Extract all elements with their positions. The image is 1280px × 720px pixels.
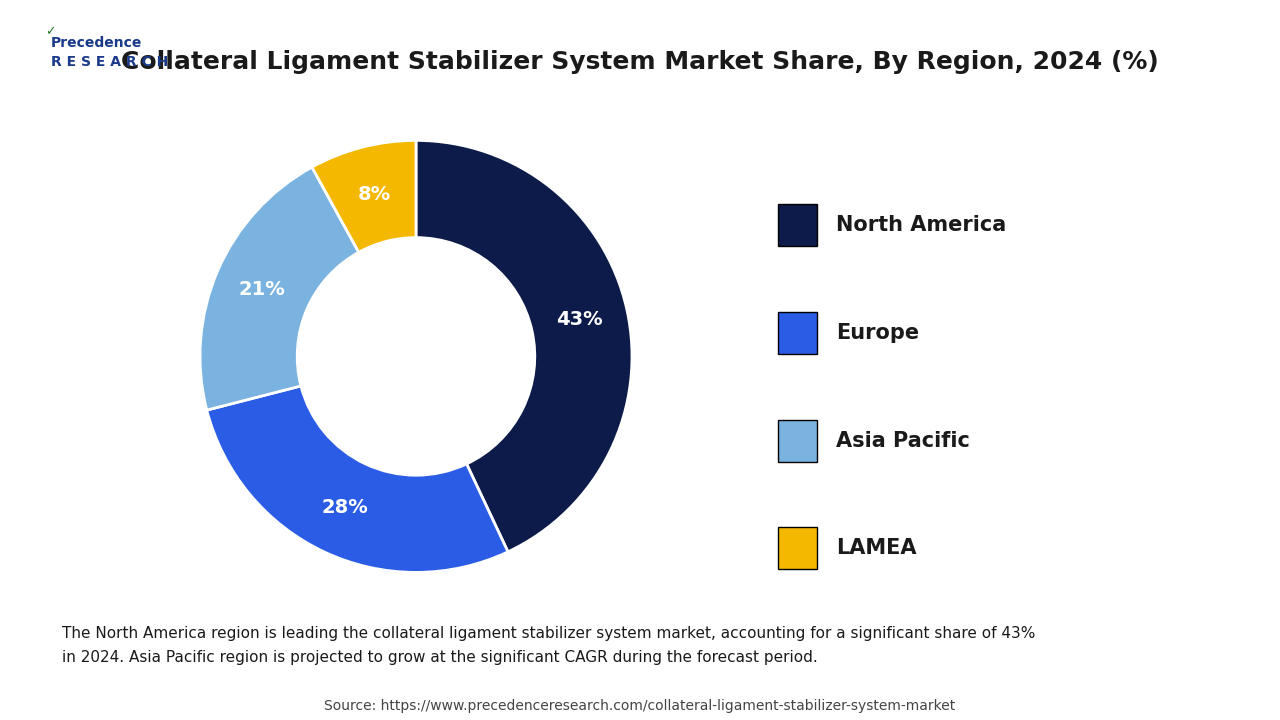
Text: The North America region is leading the collateral ligament stabilizer system ma: The North America region is leading the … <box>63 626 1036 665</box>
Text: LAMEA: LAMEA <box>836 539 916 558</box>
FancyBboxPatch shape <box>778 420 817 462</box>
FancyBboxPatch shape <box>778 312 817 354</box>
Wedge shape <box>416 140 632 552</box>
FancyBboxPatch shape <box>778 527 817 570</box>
Wedge shape <box>207 386 508 572</box>
Text: North America: North America <box>836 215 1006 235</box>
Text: 8%: 8% <box>358 185 390 204</box>
Wedge shape <box>312 140 416 252</box>
Text: Asia Pacific: Asia Pacific <box>836 431 970 451</box>
FancyBboxPatch shape <box>778 204 817 246</box>
Text: Collateral Ligament Stabilizer System Market Share, By Region, 2024 (%): Collateral Ligament Stabilizer System Ma… <box>122 50 1158 74</box>
Text: 28%: 28% <box>321 498 369 518</box>
Text: Source: https://www.precedenceresearch.com/collateral-ligament-stabilizer-system: Source: https://www.precedenceresearch.c… <box>324 699 956 713</box>
Text: ✓: ✓ <box>45 25 55 38</box>
Text: 21%: 21% <box>239 280 285 300</box>
Wedge shape <box>200 167 358 410</box>
Text: Precedence
R E S E A R C H: Precedence R E S E A R C H <box>51 36 169 70</box>
Text: 43%: 43% <box>556 310 603 329</box>
Text: Europe: Europe <box>836 323 919 343</box>
